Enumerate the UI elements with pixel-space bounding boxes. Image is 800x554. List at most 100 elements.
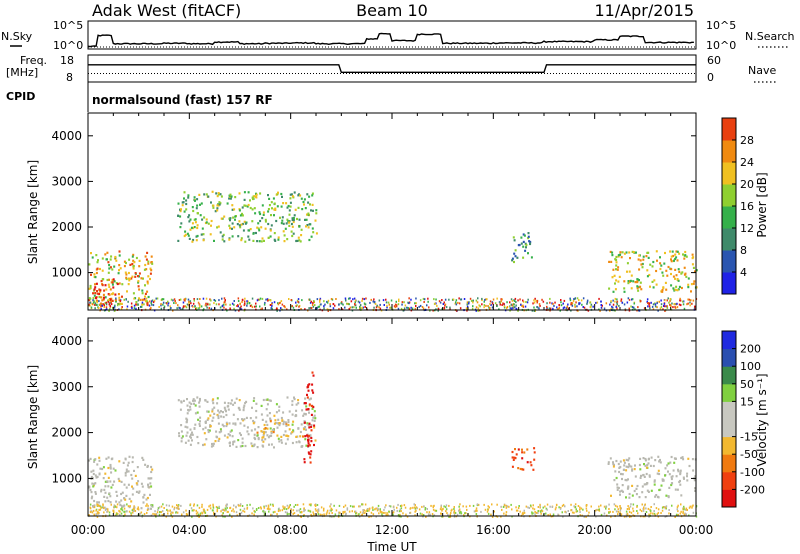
scatter-cell <box>253 433 256 436</box>
scatter-cell <box>526 461 529 464</box>
clutter-cell <box>311 304 314 306</box>
freq-tick-hi: 18 <box>60 54 74 67</box>
scatter-cell <box>253 207 256 210</box>
scatter-cell <box>187 216 190 219</box>
clutter-cell <box>372 513 375 516</box>
clutter-cell <box>642 509 645 512</box>
clutter-cell <box>335 298 337 300</box>
clutter-cell <box>119 300 122 302</box>
clutter-cell <box>349 306 352 309</box>
scatter-cell <box>677 470 680 473</box>
clutter-cell <box>578 299 580 302</box>
clutter-cell <box>373 298 375 301</box>
scatter-cell <box>207 410 210 413</box>
clutter-cell <box>424 508 426 511</box>
scatter-cell <box>218 203 221 206</box>
clutter-cell <box>334 304 336 307</box>
scatter-cell <box>100 302 102 305</box>
scatter-cell <box>146 290 149 293</box>
scatter-cell <box>195 239 198 242</box>
clutter-cell <box>449 515 452 518</box>
scatter-cell <box>315 212 318 215</box>
scatter-cell <box>269 427 272 430</box>
clutter-cell <box>137 506 139 509</box>
scatter-cell <box>225 413 228 417</box>
clutter-cell <box>413 506 416 509</box>
velocity-scatter <box>88 371 698 518</box>
clutter-cell <box>318 305 321 308</box>
clutter-cell <box>229 303 231 306</box>
scatter-cell <box>267 210 270 213</box>
clutter-cell <box>426 304 428 307</box>
clutter-cell <box>466 309 468 312</box>
clutter-cell <box>110 303 113 306</box>
clutter-cell <box>679 297 681 300</box>
scatter-cell <box>314 439 317 442</box>
clutter-cell <box>585 515 587 518</box>
clutter-cell <box>276 309 278 312</box>
scatter-cell <box>638 268 641 271</box>
clutter-cell <box>156 511 159 514</box>
scatter-cell <box>675 256 678 259</box>
scatter-cell <box>521 457 524 460</box>
clutter-cell <box>398 510 401 513</box>
clutter-cell <box>408 307 410 310</box>
clutter-cell <box>211 509 214 512</box>
scatter-cell <box>299 240 302 243</box>
scatter-cell <box>270 224 273 227</box>
clutter-cell <box>577 309 579 312</box>
clutter-cell <box>174 300 176 302</box>
scatter-cell <box>271 207 273 210</box>
clutter-cell <box>326 308 329 311</box>
scatter-cell <box>198 424 201 427</box>
clutter-cell <box>215 303 218 306</box>
clutter-cell <box>534 297 536 300</box>
scatter-cell <box>305 405 308 408</box>
scatter-cell <box>514 448 516 451</box>
clutter-cell <box>663 305 665 307</box>
scatter-cell <box>145 268 148 271</box>
scatter-cell <box>180 424 183 427</box>
scatter-cell <box>134 474 137 477</box>
clutter-cell <box>204 511 207 514</box>
clutter-cell <box>345 512 347 515</box>
scatter-cell <box>306 193 309 196</box>
clutter-cell <box>508 505 510 508</box>
clutter-cell <box>293 505 295 508</box>
clutter-cell <box>259 506 262 509</box>
scatter-cell <box>614 470 617 473</box>
clutter-cell <box>669 300 671 303</box>
scatter-cell <box>217 422 220 425</box>
clutter-cell <box>241 505 244 507</box>
scatter-cell <box>285 222 288 225</box>
scatter-cell <box>199 420 201 423</box>
scatter-cell <box>289 193 292 196</box>
colorbar-segment <box>722 228 736 251</box>
clutter-cell <box>483 306 485 309</box>
scatter-cell <box>233 226 236 229</box>
scatter-cell <box>253 195 256 198</box>
scatter-cell <box>124 471 127 475</box>
scatter-cell <box>518 243 521 247</box>
clutter-cell <box>654 514 656 517</box>
clutter-cell <box>605 505 607 508</box>
scatter-cell <box>138 490 141 493</box>
clutter-cell <box>108 303 110 306</box>
scatter-region <box>511 447 536 471</box>
scatter-cell <box>612 290 615 293</box>
clutter-cell <box>546 307 548 309</box>
clutter-cell <box>362 306 364 309</box>
scatter-cell <box>228 237 231 240</box>
scatter-cell <box>295 403 298 406</box>
colorbar-segment <box>722 250 736 273</box>
clutter-cell <box>103 306 105 308</box>
scatter-cell <box>255 196 258 199</box>
clutter-cell <box>139 512 141 515</box>
clutter-cell <box>603 307 606 310</box>
clutter-cell <box>687 298 689 301</box>
clutter-cell <box>566 305 568 308</box>
clutter-cell <box>440 504 442 507</box>
clutter-cell <box>310 307 313 309</box>
clutter-cell <box>496 304 498 307</box>
clutter-cell <box>539 506 541 509</box>
